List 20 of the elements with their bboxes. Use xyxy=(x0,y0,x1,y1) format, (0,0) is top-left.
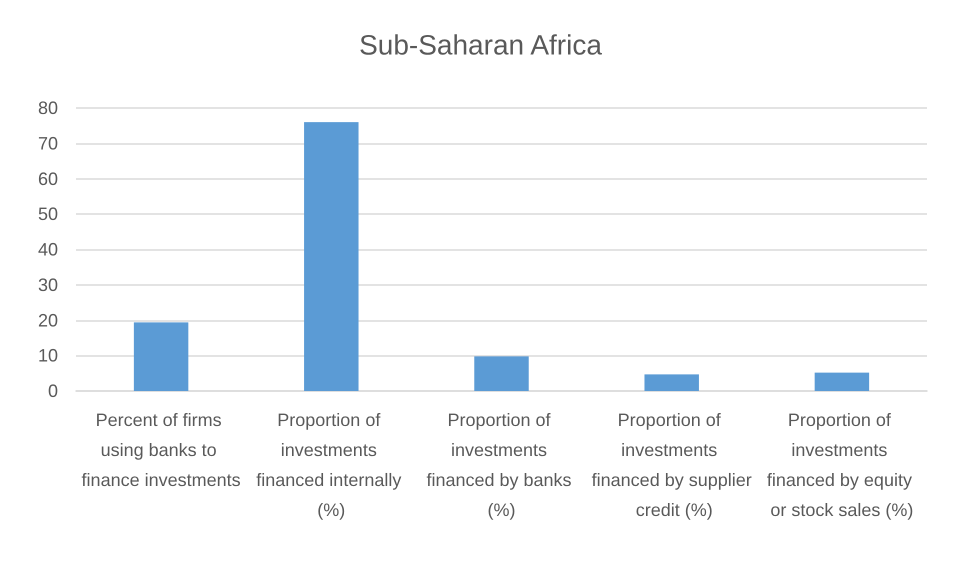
bar xyxy=(814,372,870,391)
y-tick-label: 70 xyxy=(38,133,58,154)
x-tick-label: Proportion of investments financed by banks (%) xyxy=(426,410,577,520)
y-tick-label: 30 xyxy=(38,274,58,295)
x-tick-label: Proportion of investments financed by supplier credit (%) xyxy=(592,410,752,520)
y-tick-label: 0 xyxy=(48,381,58,401)
x-tick-label: Percent of firms using banks to finance investments xyxy=(82,410,241,490)
y-tick-label: 20 xyxy=(38,310,58,330)
y-tick-label: 10 xyxy=(38,346,58,366)
bar xyxy=(304,122,359,391)
bar xyxy=(644,374,699,391)
bar xyxy=(474,356,529,391)
y-tick-label: 80 xyxy=(38,98,58,118)
y-tick-label: 50 xyxy=(38,204,58,224)
chart-title: Sub-Saharan Africa xyxy=(359,30,602,60)
y-tick-label: 40 xyxy=(38,240,58,260)
x-tick-label: Proportion of investments financed by equity or stock sales (%) xyxy=(766,410,917,520)
x-tick-label: Proportion of investments financed internally (%) xyxy=(256,410,406,520)
bar xyxy=(134,322,188,391)
y-tick-label: 60 xyxy=(38,168,58,189)
